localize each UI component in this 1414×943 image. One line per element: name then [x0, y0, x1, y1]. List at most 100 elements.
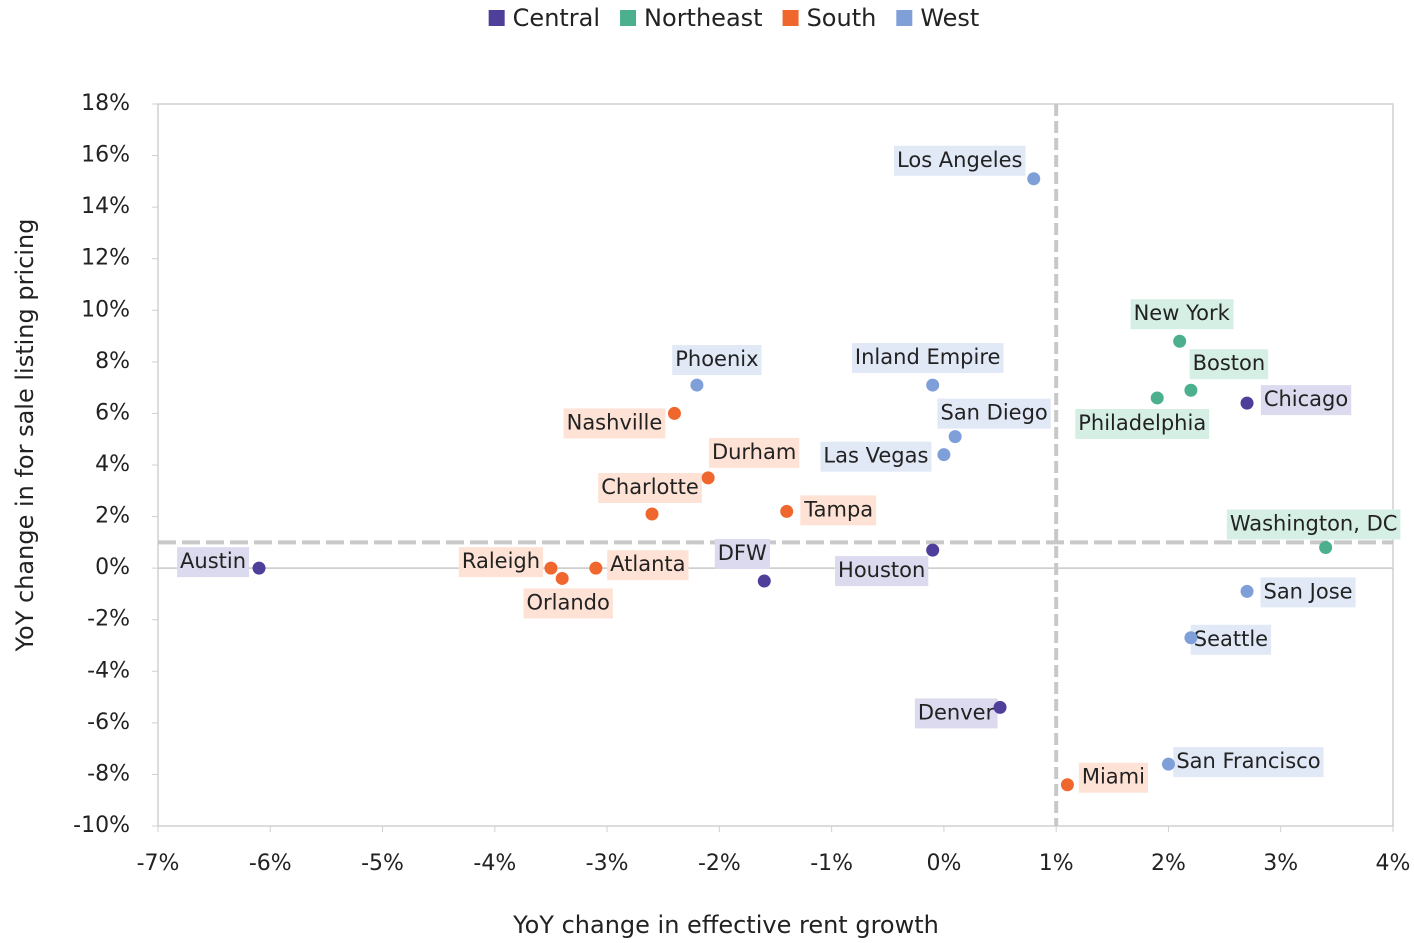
- point: [937, 448, 951, 462]
- point-label: Washington, DC: [1226, 509, 1401, 540]
- label-background: [607, 550, 689, 581]
- legend-swatch: [896, 10, 913, 26]
- point: [780, 504, 794, 518]
- y-tick-label: 2%: [95, 504, 130, 529]
- point: [1184, 383, 1198, 397]
- point: [544, 561, 558, 575]
- legend: Central Northeast South West: [488, 4, 979, 32]
- point-label: Los Angeles: [894, 145, 1026, 176]
- label-background: [563, 408, 666, 439]
- point-label: Houston: [835, 556, 929, 587]
- point-label-text: Denver: [918, 700, 995, 724]
- point-label: Nashville: [563, 408, 666, 439]
- legend-swatch: [488, 10, 505, 26]
- point: [1240, 396, 1254, 410]
- point: [690, 378, 704, 392]
- label-background: [672, 345, 762, 376]
- point: [1161, 757, 1175, 771]
- point-label-text: Austin: [180, 549, 246, 573]
- y-tick-label: 14%: [81, 194, 130, 219]
- y-tick-label: 8%: [95, 349, 130, 374]
- y-tick-label: 12%: [81, 246, 130, 271]
- point-label: Raleigh: [458, 547, 544, 578]
- point-label-text: Phoenix: [675, 347, 758, 371]
- point: [589, 561, 603, 575]
- label-background: [598, 472, 702, 503]
- point-label-text: San Diego: [940, 401, 1047, 425]
- point: [948, 430, 962, 444]
- label-background: [1078, 762, 1148, 793]
- point-label-text: Los Angeles: [897, 148, 1022, 172]
- point: [555, 571, 569, 585]
- label-background: [914, 698, 998, 729]
- label-background: [714, 539, 771, 570]
- point-label-text: Durham: [712, 440, 796, 464]
- points: [252, 172, 1333, 792]
- point-label: Charlotte: [598, 472, 702, 503]
- point-label-text: DFW: [718, 541, 767, 565]
- point-label: Phoenix: [672, 345, 762, 376]
- point-label-text: Charlotte: [601, 475, 699, 499]
- point: [1060, 778, 1074, 792]
- point: [667, 406, 681, 420]
- label-background: [708, 437, 800, 468]
- point-label: Durham: [708, 437, 800, 468]
- label-background: [1260, 577, 1356, 608]
- point: [1150, 391, 1164, 405]
- x-tick-label: 2%: [1151, 851, 1186, 876]
- point-label-text: Tampa: [803, 497, 873, 521]
- label-background: [851, 343, 1004, 374]
- x-tick-label: -2%: [698, 851, 741, 876]
- label-background: [1226, 509, 1401, 540]
- x-tick-label: -7%: [137, 851, 180, 876]
- point-label: San Jose: [1260, 577, 1356, 608]
- label-background: [177, 547, 250, 578]
- y-tick-label: 0%: [95, 555, 130, 580]
- label-background: [820, 441, 932, 472]
- point-label-text: Houston: [838, 558, 925, 582]
- y-tick-label: -10%: [73, 813, 130, 838]
- x-tick-label: -6%: [249, 851, 292, 876]
- point-label: San Diego: [937, 398, 1051, 429]
- point: [1184, 631, 1198, 645]
- point-label: Chicago: [1260, 385, 1352, 416]
- y-tick-label: -2%: [87, 607, 130, 632]
- point: [701, 471, 715, 485]
- point: [926, 543, 940, 557]
- y-tick-label: 16%: [81, 143, 130, 168]
- point-label-text: Miami: [1082, 765, 1145, 789]
- point-label-text: Nashville: [567, 410, 663, 434]
- x-tick-label: 3%: [1263, 851, 1298, 876]
- x-tick-label: 1%: [1039, 851, 1074, 876]
- label-background: [937, 398, 1051, 429]
- legend-label: Northeast: [644, 4, 763, 32]
- point-label-text: Seattle: [1194, 627, 1268, 651]
- label-background: [1130, 299, 1234, 330]
- point-label-text: Inland Empire: [855, 345, 1001, 369]
- point: [926, 378, 940, 392]
- y-tick-label: 4%: [95, 452, 130, 477]
- label-background: [1190, 624, 1272, 655]
- y-axis-title: YoY change in for sale listing pricing: [11, 219, 39, 653]
- label-background: [894, 145, 1026, 176]
- x-tick-label: -4%: [473, 851, 516, 876]
- point: [1173, 334, 1187, 348]
- x-tick-label: -1%: [810, 851, 853, 876]
- point-label: Miami: [1078, 762, 1148, 793]
- label-background: [1260, 385, 1352, 416]
- label-background: [1075, 408, 1210, 439]
- point-label-text: Philadelphia: [1078, 411, 1206, 435]
- point: [1027, 172, 1041, 186]
- point-label-text: Las Vegas: [823, 444, 928, 468]
- point: [757, 574, 771, 588]
- point-labels: Austin DFW Houston Chicago Denver New York Bos…: [177, 145, 1401, 793]
- point-label: Denver: [914, 698, 998, 729]
- point-label-text: New York: [1134, 301, 1231, 325]
- x-tick-label: -3%: [586, 851, 629, 876]
- x-tick-label: 0%: [926, 851, 961, 876]
- y-tick-label: -4%: [87, 658, 130, 683]
- point-label-text: San Francisco: [1176, 749, 1320, 773]
- legend-swatch: [782, 10, 799, 26]
- point-label: Las Vegas: [820, 441, 932, 472]
- y-tick-label: -8%: [87, 761, 130, 786]
